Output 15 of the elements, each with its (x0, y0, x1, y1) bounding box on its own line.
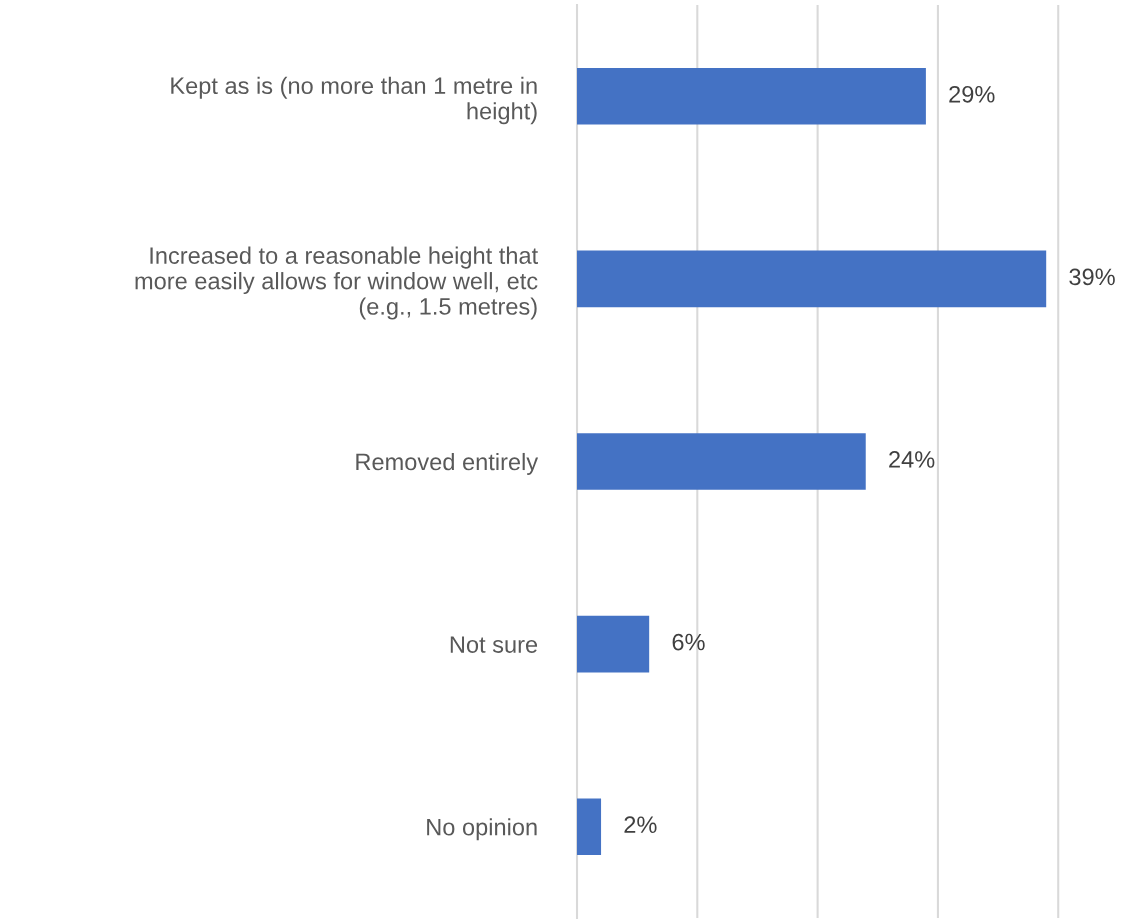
bar (577, 68, 926, 125)
bar (577, 615, 650, 673)
data-label: 2% (624, 816, 657, 833)
y-tick-label: Kept as is (no more than 1 metre in height) (171, 76, 537, 125)
data-label: 29% (949, 85, 995, 103)
y-tick-label: No opinion (427, 818, 537, 841)
data-label: 6% (672, 633, 705, 651)
bar (577, 433, 866, 490)
data-label: 24% (889, 451, 935, 468)
y-tick-label: Not sure (450, 636, 538, 653)
data-label: 39% (1069, 268, 1115, 286)
bar (577, 798, 602, 855)
y-tick-label: Increased to a reasonable height that more easily allows for window well, etc (e.g., 1.5 metres) (135, 246, 538, 320)
y-tick-label: Removed entirely (356, 452, 539, 475)
bar (577, 250, 1047, 308)
